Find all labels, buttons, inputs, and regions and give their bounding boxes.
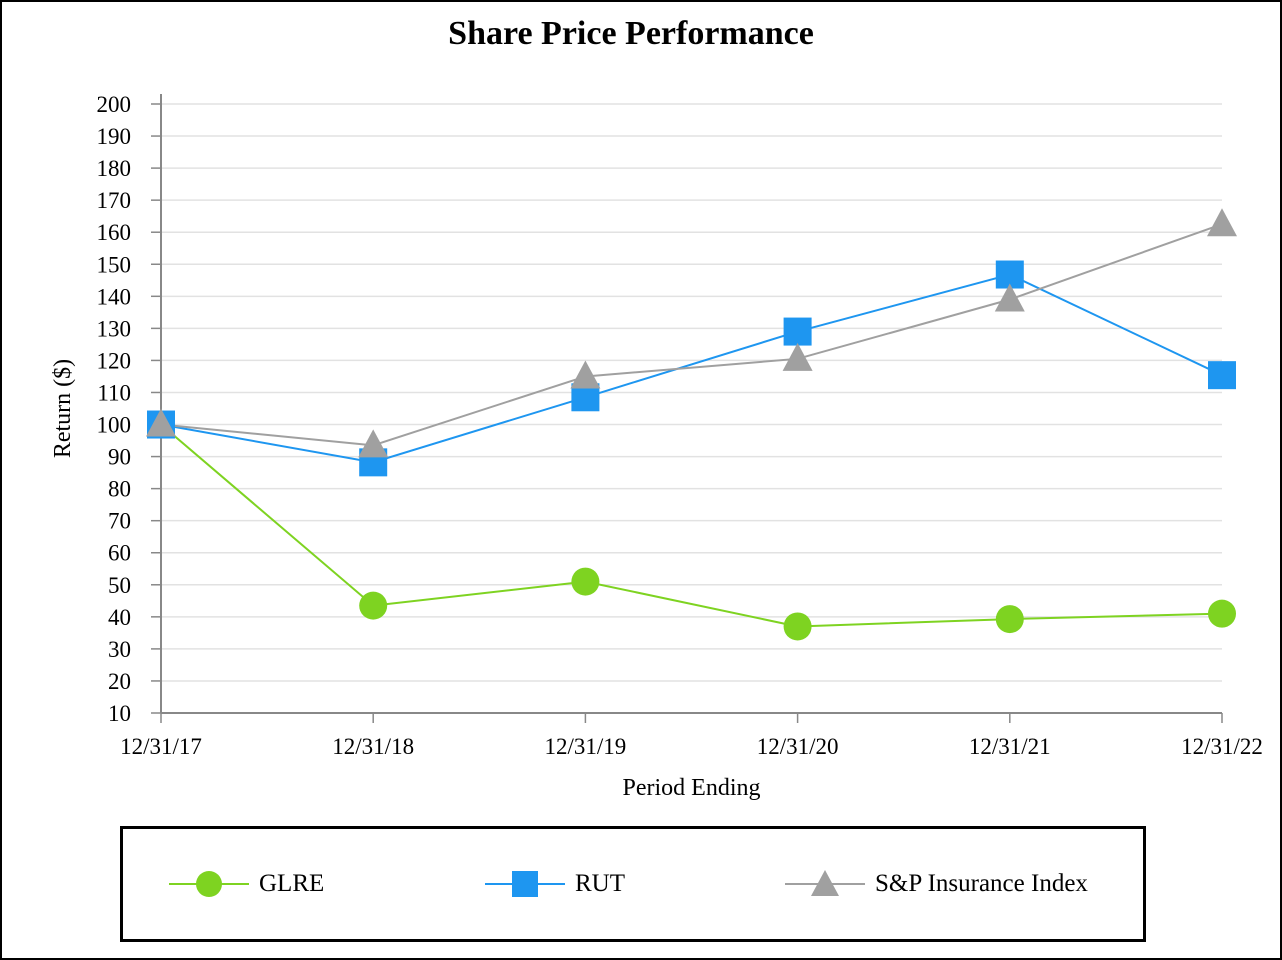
y-tick-label-50: 50 <box>108 573 131 598</box>
legend: GLRE RUT S&P Insurance Index <box>120 826 1146 942</box>
y-tick-label-20: 20 <box>108 669 131 694</box>
x-tick-label-4: 12/31/21 <box>969 734 1051 759</box>
legend-swatch-sp-insurance <box>785 870 865 896</box>
series-line-s-p-insurance-index <box>160 223 1223 447</box>
legend-item-sp-insurance: S&P Insurance Index <box>783 829 1088 939</box>
y-tick-label-30: 30 <box>108 637 131 662</box>
chart-title: Share Price Performance <box>448 15 814 52</box>
marker-s-p-insurance-index-1 <box>358 429 389 458</box>
y-tick-label-90: 90 <box>108 445 131 470</box>
y-tick-label-150: 150 <box>97 252 132 277</box>
y-tick-label-80: 80 <box>108 477 131 502</box>
series-line-glre <box>160 423 1223 628</box>
marker-rut-3 <box>783 317 812 346</box>
legend-item-rut: RUT <box>483 829 625 939</box>
marker-rut-5 <box>1208 361 1236 390</box>
legend-swatch-rut <box>485 871 565 897</box>
marker-s-p-insurance-index-0 <box>146 408 176 437</box>
y-tick-label-160: 160 <box>97 220 132 245</box>
series-line-rut <box>160 273 1223 464</box>
legend-label-sp-insurance: S&P Insurance Index <box>875 870 1088 897</box>
y-tick-label-110: 110 <box>97 380 131 405</box>
legend-label-glre: GLRE <box>259 870 325 897</box>
x-axis-title: Period Ending <box>623 775 761 801</box>
y-tick-label-120: 120 <box>97 348 132 373</box>
legend-swatch-glre <box>169 871 249 897</box>
marker-glre-3 <box>783 612 812 641</box>
x-tick-label-1: 12/31/18 <box>332 734 414 759</box>
y-tick-label-170: 170 <box>97 188 132 213</box>
x-tick-label-3: 12/31/20 <box>757 734 839 759</box>
marker-s-p-insurance-index-4 <box>994 283 1025 312</box>
marker-s-p-insurance-index-2 <box>570 360 601 389</box>
marker-s-p-insurance-index-3 <box>782 342 813 371</box>
y-tick-label-190: 190 <box>97 124 132 149</box>
x-tick-label-5: 12/31/22 <box>1181 734 1263 759</box>
marker-glre-1 <box>359 591 388 620</box>
x-tick-label-0: 12/31/17 <box>120 734 202 759</box>
y-tick-label-200: 200 <box>97 92 132 117</box>
marker-glre-4 <box>995 605 1024 634</box>
legend-label-rut: RUT <box>575 870 625 897</box>
marker-glre-5 <box>1208 599 1236 628</box>
y-tick-label-70: 70 <box>108 509 131 534</box>
y-tick-label-60: 60 <box>108 541 131 566</box>
legend-item-glre: GLRE <box>167 829 324 939</box>
y-tick-label-100: 100 <box>97 413 132 438</box>
marker-s-p-insurance-index-5 <box>1207 208 1237 237</box>
y-tick-label-130: 130 <box>97 316 132 341</box>
marker-glre-2 <box>571 567 600 596</box>
y-tick-label-40: 40 <box>108 605 131 630</box>
y-tick-label-180: 180 <box>97 156 132 181</box>
y-axis-title: Return ($) <box>50 359 76 458</box>
y-tick-label-10: 10 <box>108 701 131 726</box>
x-tick-label-2: 12/31/19 <box>545 734 627 759</box>
y-tick-label-140: 140 <box>97 284 132 309</box>
